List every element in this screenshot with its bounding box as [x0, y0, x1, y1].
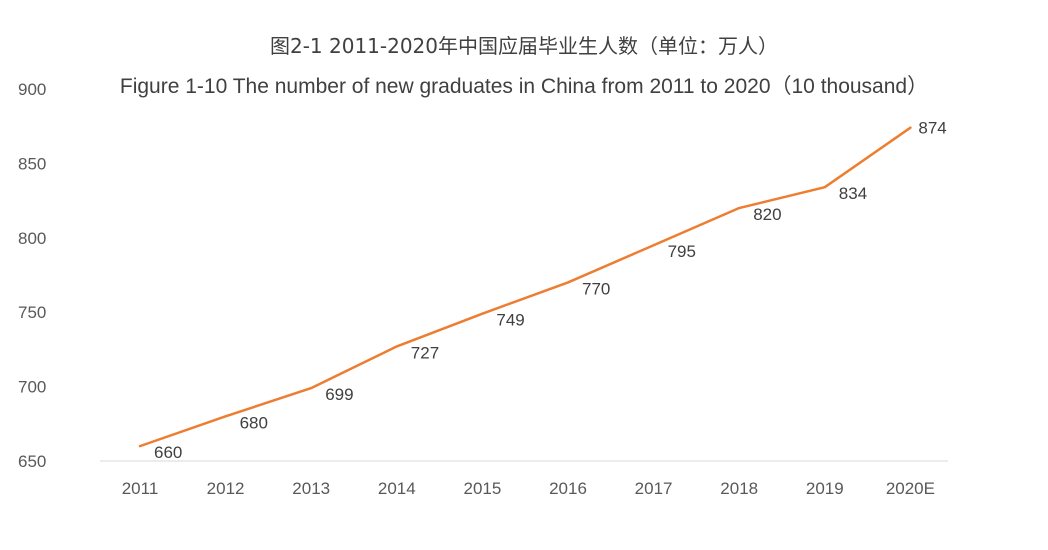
- data-label: 874: [918, 119, 946, 138]
- data-point: [480, 312, 484, 316]
- y-tick-label: 650: [18, 452, 46, 471]
- y-tick-label: 750: [18, 303, 46, 322]
- data-label: 795: [668, 242, 696, 261]
- data-point: [224, 414, 228, 418]
- series-line: [138, 126, 912, 448]
- y-tick-label: 800: [18, 229, 46, 248]
- x-tick-label: 2017: [635, 479, 673, 498]
- data-label: 680: [240, 413, 268, 432]
- x-tick-label: 2018: [720, 479, 758, 498]
- data-point: [737, 206, 741, 210]
- data-label: 699: [325, 385, 353, 404]
- x-tick-label: 2015: [463, 479, 501, 498]
- data-label: 749: [496, 311, 524, 330]
- data-point: [908, 126, 912, 130]
- data-label: 727: [411, 343, 439, 362]
- x-tick-label: 2011: [122, 479, 159, 498]
- data-label: 820: [753, 205, 781, 224]
- x-tick-label: 2019: [806, 479, 844, 498]
- data-label: 660: [154, 443, 182, 462]
- x-tick-label: 2016: [549, 479, 587, 498]
- data-point: [566, 280, 570, 284]
- data-point: [823, 185, 827, 189]
- y-tick-label: 900: [18, 80, 46, 99]
- chart-subtitle: Figure 1-10 The number of new graduates …: [119, 75, 929, 98]
- chart-title: 图2-1 2011-2020年中国应届毕业生人数（单位：万人）: [269, 34, 779, 58]
- x-tick-label: 2014: [378, 479, 416, 498]
- data-label: 770: [582, 279, 610, 298]
- x-tick-label: 2013: [292, 479, 330, 498]
- data-point: [309, 386, 313, 390]
- data-point: [652, 243, 656, 247]
- data-point: [138, 444, 142, 448]
- y-tick-label: 700: [18, 378, 46, 397]
- y-tick-label: 850: [18, 154, 46, 173]
- data-label: 834: [839, 184, 867, 203]
- data-point: [395, 344, 399, 348]
- x-tick-label: 2020E: [886, 479, 935, 498]
- x-tick-label: 2012: [207, 479, 245, 498]
